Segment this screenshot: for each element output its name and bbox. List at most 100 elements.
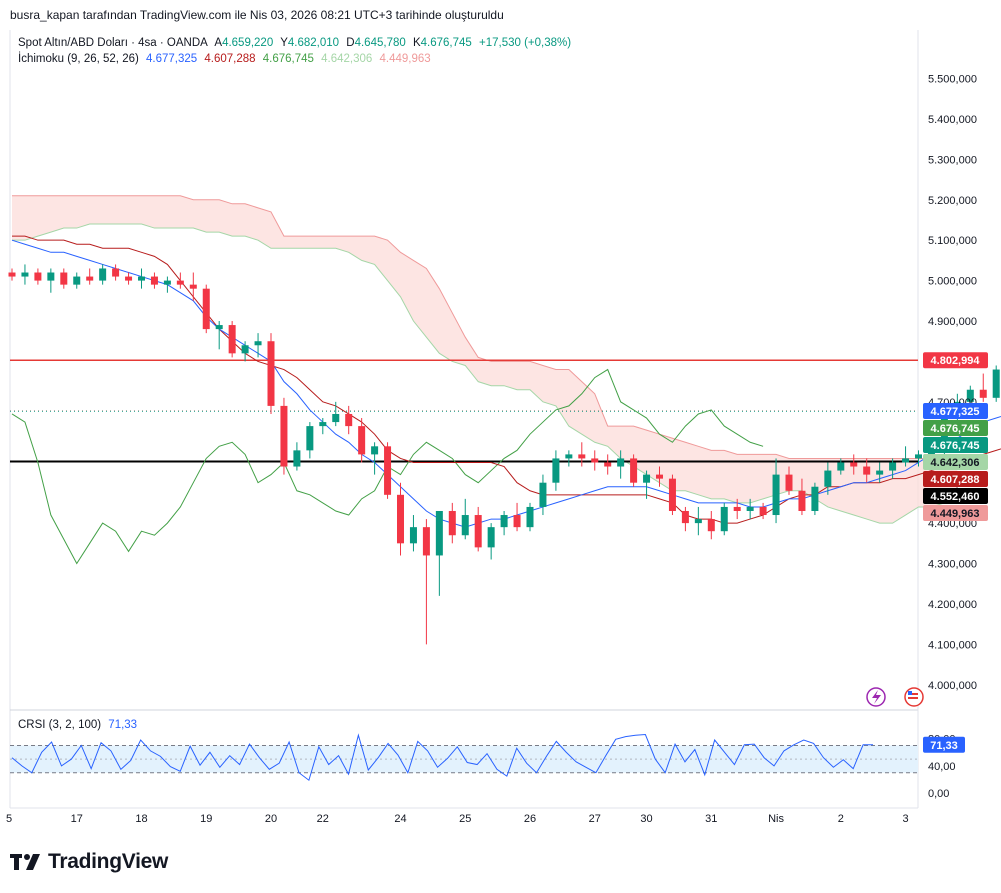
candle[interactable]: [34, 268, 42, 285]
candle[interactable]: [189, 272, 197, 301]
candle[interactable]: [474, 506, 482, 552]
candle[interactable]: [565, 450, 573, 467]
candle[interactable]: [254, 333, 262, 358]
price-label-bg: [923, 403, 988, 420]
candle[interactable]: [798, 478, 806, 516]
price-axis-tick: 4.900,000: [928, 316, 977, 328]
candle[interactable]: [889, 458, 897, 479]
price-axis-tick: 4.200,000: [928, 599, 977, 611]
candle[interactable]: [202, 284, 210, 334]
candle[interactable]: [837, 458, 845, 475]
candle[interactable]: [397, 482, 404, 556]
candle[interactable]: [280, 397, 288, 475]
candle[interactable]: [215, 321, 223, 350]
candle-body: [150, 276, 158, 285]
candle-body: [461, 515, 469, 536]
candle[interactable]: [409, 515, 417, 552]
candle[interactable]: [112, 264, 120, 281]
candle[interactable]: [876, 462, 884, 483]
candle[interactable]: [345, 405, 353, 435]
candle-body: [60, 272, 68, 285]
candle[interactable]: [241, 341, 249, 362]
candle[interactable]: [681, 506, 689, 532]
candle[interactable]: [617, 450, 625, 479]
candle-body: [630, 458, 638, 483]
candle[interactable]: [21, 264, 29, 285]
time-axis-tick: 22: [317, 813, 329, 825]
candle[interactable]: [552, 450, 560, 491]
candle[interactable]: [811, 482, 819, 516]
candle[interactable]: [707, 510, 715, 540]
candle[interactable]: [500, 510, 508, 536]
candle[interactable]: [8, 268, 16, 281]
candle[interactable]: [824, 462, 832, 495]
candle-body: [694, 519, 702, 524]
candle-body: [539, 482, 547, 507]
candle[interactable]: [332, 401, 340, 427]
candle[interactable]: [992, 365, 1000, 402]
candle-body: [746, 506, 754, 511]
candle[interactable]: [150, 272, 158, 289]
candle[interactable]: [578, 442, 586, 467]
candle[interactable]: [60, 268, 68, 289]
candle[interactable]: [850, 454, 858, 475]
candle[interactable]: [759, 502, 767, 520]
candle[interactable]: [643, 470, 651, 499]
candle[interactable]: [448, 502, 456, 544]
ichimoku-base-value: 4.607,288: [204, 53, 256, 65]
candle[interactable]: [358, 418, 366, 463]
candle[interactable]: [435, 510, 443, 596]
time-axis-tick: 25: [459, 813, 471, 825]
candle[interactable]: [772, 458, 780, 524]
tradingview-logo[interactable]: TradingView: [10, 850, 168, 874]
candle[interactable]: [733, 498, 741, 520]
candle[interactable]: [267, 333, 275, 414]
lightning-icon[interactable]: [866, 687, 886, 707]
candle[interactable]: [656, 466, 663, 487]
price-axis-tick: 5.000,000: [928, 276, 977, 288]
ohlc-low: D4.645,780: [346, 37, 406, 49]
candle[interactable]: [176, 272, 184, 289]
candle[interactable]: [539, 474, 547, 516]
candle[interactable]: [513, 502, 521, 532]
candle[interactable]: [306, 422, 314, 459]
candle[interactable]: [746, 498, 754, 520]
crsi-name[interactable]: CRSI (3, 2, 100): [18, 719, 102, 731]
price-label: 4.677,325: [923, 403, 988, 420]
candle[interactable]: [694, 506, 702, 536]
candle-body: [34, 272, 42, 281]
flag-icon[interactable]: [904, 687, 924, 707]
candle[interactable]: [319, 418, 327, 435]
candle[interactable]: [630, 454, 638, 487]
tradingview-wordmark: TradingView: [48, 850, 169, 873]
ichimoku-name[interactable]: İchimoku (9, 26, 52, 26): [18, 53, 139, 65]
candle[interactable]: [163, 276, 171, 293]
candle[interactable]: [422, 519, 430, 645]
candle[interactable]: [461, 498, 469, 540]
candle[interactable]: [902, 446, 910, 467]
candle[interactable]: [99, 264, 107, 285]
candle[interactable]: [47, 268, 55, 293]
candle[interactable]: [138, 268, 145, 289]
candle[interactable]: [384, 442, 392, 499]
candle[interactable]: [293, 442, 301, 471]
candle[interactable]: [668, 474, 676, 516]
candle[interactable]: [526, 502, 534, 532]
candle[interactable]: [785, 466, 793, 495]
candle[interactable]: [73, 272, 81, 289]
candle[interactable]: [86, 268, 94, 285]
candle[interactable]: [371, 442, 379, 475]
candle[interactable]: [591, 450, 599, 471]
candle[interactable]: [966, 385, 974, 406]
symbol-name[interactable]: Spot Altın/ABD Doları · 4sa · OANDA: [18, 37, 208, 49]
candle[interactable]: [863, 458, 871, 483]
candle[interactable]: [915, 450, 922, 467]
candle[interactable]: [720, 502, 728, 536]
crsi-line: [11, 733, 873, 782]
candle[interactable]: [487, 523, 495, 560]
candle[interactable]: [979, 373, 987, 402]
candle[interactable]: [604, 454, 612, 475]
candle[interactable]: [125, 272, 133, 285]
candle[interactable]: [228, 321, 236, 358]
